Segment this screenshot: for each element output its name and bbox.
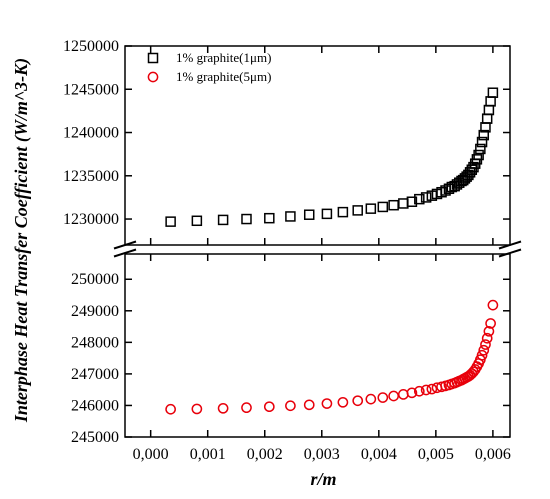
data-point-1um: [377, 201, 389, 213]
data-point-1um: [352, 205, 363, 216]
panel-frame-upper: [124, 45, 511, 246]
data-point-1um: [468, 161, 479, 173]
data-point-1um: [414, 193, 425, 205]
data-point-1um: [478, 129, 490, 141]
axis-break-mark: [113, 240, 137, 250]
data-point-1um: [487, 87, 499, 98]
y-tick-label-lower: 247000: [71, 366, 119, 383]
y-tick-label-lower: 246000: [71, 397, 119, 414]
x-tick-label: 0,001: [190, 446, 226, 463]
x-tick-label: 0,002: [247, 446, 283, 463]
data-point-5um: [377, 392, 389, 403]
data-point-5um: [285, 400, 296, 412]
data-point-5um: [191, 403, 203, 415]
data-point-5um: [426, 383, 438, 395]
data-point-1um: [473, 149, 484, 161]
x-axis-label: r/m: [310, 469, 336, 489]
y-tick-label-upper: 1240000: [63, 125, 119, 142]
data-point-5um: [480, 339, 491, 350]
data-point-1um: [264, 212, 275, 224]
axis-break-mark: [498, 240, 522, 250]
data-point-5um: [303, 399, 315, 411]
plot-area: 1230000 1235000 1240000 1245000 1250000 24500…: [63, 38, 522, 463]
data-point-1um: [420, 192, 432, 203]
data-point-1um: [165, 216, 176, 227]
data-point-5um: [352, 395, 364, 407]
y-tick-label-upper: 1235000: [63, 168, 119, 185]
data-point-1um: [321, 208, 333, 220]
data-point-5um: [321, 398, 333, 409]
data-point-1um: [337, 206, 349, 218]
legend-marker-square: [147, 52, 159, 64]
y-tick-label-lower: 245000: [71, 429, 119, 446]
data-point-5um: [420, 384, 432, 396]
x-tick-label: 0,005: [418, 446, 454, 463]
data-point-5um: [365, 393, 377, 405]
data-point-5um: [483, 325, 495, 337]
y-tick-label-upper: 1245000: [63, 81, 119, 98]
panel-frame-lower: [124, 253, 511, 438]
data-point-1um: [285, 211, 296, 222]
data-point-5um: [436, 381, 447, 393]
data-point-5um: [487, 299, 499, 311]
data-point-5um: [337, 396, 349, 408]
data-point-5um: [478, 344, 490, 356]
data-point-1um: [303, 209, 315, 220]
x-tick-label: 0,003: [304, 446, 340, 463]
x-tick-label: 0,004: [361, 446, 397, 463]
legend: 1% graphite(1μm) 1% graphite(5μm): [147, 50, 271, 84]
data-point-5um: [413, 385, 425, 397]
legend-label: 1% graphite(5μm): [176, 69, 271, 84]
x-tick-label: 0,000: [133, 446, 169, 463]
y-tick-label-lower: 250000: [71, 271, 119, 288]
y-tick-label-lower: 248000: [71, 334, 119, 351]
y-tick-label-lower: 249000: [71, 303, 119, 320]
data-point-5um: [481, 332, 493, 344]
x-tick-label: 0,006: [475, 446, 511, 463]
axis-break-gap: [498, 246, 522, 253]
axis-break-mark: [498, 248, 522, 258]
data-point-5um: [485, 318, 496, 329]
data-point-5um: [165, 403, 176, 415]
data-point-1um: [406, 196, 418, 207]
data-point-1um: [217, 214, 229, 226]
data-point-1um: [241, 213, 252, 225]
axis-break-mark: [113, 248, 137, 258]
data-point-5um: [241, 402, 252, 414]
axis-break-gap: [113, 246, 137, 253]
data-point-5um: [217, 402, 229, 414]
data-point-5um: [469, 364, 481, 375]
legend-marker-circle: [147, 71, 159, 83]
data-point-5um: [406, 387, 418, 399]
data-point-1um: [191, 215, 203, 227]
data-point-1um: [365, 203, 377, 214]
y-tick-label-upper: 1250000: [63, 38, 119, 55]
data-point-1um: [466, 164, 478, 175]
y-tick-label-upper: 1230000: [63, 211, 119, 228]
data-point-5um: [263, 401, 275, 413]
data-point-5um: [476, 349, 488, 361]
data-point-1um: [476, 136, 488, 148]
legend-label: 1% graphite(1μm): [176, 50, 271, 65]
y-axis-label: Interphase Heat Transfer Coefficient (W/…: [11, 58, 32, 423]
data-point-1um: [475, 143, 486, 155]
